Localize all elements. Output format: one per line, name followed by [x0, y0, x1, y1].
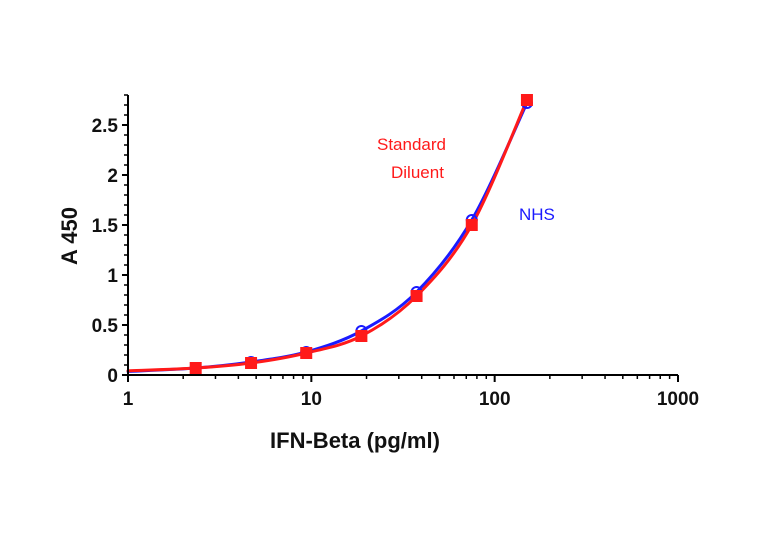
label-nhs: NHS: [519, 205, 555, 224]
standard-diluent-point: [245, 357, 258, 369]
y-tick-label: 2.5: [92, 116, 119, 137]
y-tick-label: 2: [107, 166, 118, 187]
fit-curves: [126, 98, 529, 373]
y-tick-label: 1: [107, 266, 118, 287]
nhs-fit-curve: [126, 101, 529, 373]
x-tick-label: 1: [123, 389, 134, 410]
x-axis-title: IFN-Beta (pg/ml): [270, 428, 440, 453]
x-tick-label: 10: [301, 389, 322, 410]
standard-diluent-point: [355, 330, 368, 342]
label-standard-line2: Diluent: [391, 163, 444, 182]
standard-diluent-point: [300, 347, 313, 359]
x-tick-label: 1000: [657, 389, 699, 410]
y-tick-label: 1.5: [92, 216, 119, 237]
data-markers: [189, 94, 533, 374]
x-tick-label: 100: [479, 389, 511, 410]
standard-diluent-point: [410, 290, 423, 302]
y-tick-label: 0.5: [92, 316, 119, 337]
ticks: 0 0.5 1 1.5 2 2.5 1 10 100 1000: [92, 94, 699, 410]
series-labels: Standard Diluent NHS: [377, 135, 555, 224]
standard-diluent-point: [465, 219, 478, 231]
label-standard-line1: Standard: [377, 135, 446, 154]
standard-diluent-fit-curve: [126, 98, 529, 373]
y-tick-label: 0: [107, 366, 118, 387]
standard-diluent-point: [189, 362, 202, 374]
standard-diluent-point: [520, 94, 533, 106]
y-axis-title: A 450: [57, 207, 82, 265]
